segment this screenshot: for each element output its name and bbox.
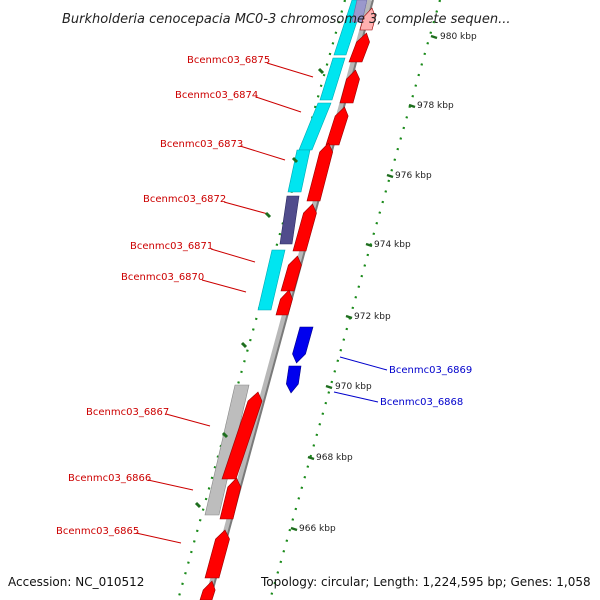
cyan-feature (287, 149, 311, 193)
label-leader-line (147, 479, 194, 491)
scale-tick (325, 384, 333, 390)
gene-label[interactable]: Bcenmc03_6868 (380, 397, 463, 408)
reverse-gene-arrow (286, 365, 302, 394)
label-leaders (135, 62, 388, 544)
gene-label[interactable]: Bcenmc03_6875 (187, 55, 270, 66)
summary-text: Topology: circular; Length: 1,224,595 bp… (260, 575, 591, 589)
gray-feature (204, 384, 250, 516)
accession-text: Accession: NC_010512 (8, 575, 144, 589)
label-leader-line (255, 96, 302, 113)
reverse-gene-arrow (292, 326, 314, 364)
scale-tick (290, 526, 298, 532)
label-leader-line (201, 279, 247, 293)
scale-tick (345, 314, 353, 320)
feature-track (204, 0, 368, 516)
gene-label[interactable]: Bcenmc03_6870 (121, 272, 204, 283)
forward-gene-arrow (325, 106, 349, 146)
scale-label: 974 kbp (374, 240, 411, 250)
label-leader-line (266, 62, 314, 78)
map-title: Burkholderia cenocepacia MC0-3 chromosom… (62, 12, 510, 27)
scale-tick (430, 34, 438, 40)
label-leader-line (210, 248, 256, 263)
label-leader-line (239, 145, 286, 161)
gene-label[interactable]: Bcenmc03_6866 (68, 473, 151, 484)
forward-gene-arrow (292, 203, 317, 252)
forward-gene-arrow (199, 580, 216, 600)
gene-label[interactable]: Bcenmc03_6871 (130, 241, 213, 252)
gene-label[interactable]: Bcenmc03_6869 (389, 365, 472, 376)
label-leader-line (339, 356, 388, 371)
forward-gene-arrow (359, 7, 376, 31)
inner-tick (291, 156, 299, 164)
scale-label: 980 kbp (440, 32, 477, 42)
forward-gene-arrow (219, 477, 242, 520)
gene-label[interactable]: Bcenmc03_6872 (143, 194, 226, 205)
label-leader-line (333, 391, 379, 403)
forward-gene-arrow (221, 391, 263, 480)
scale-label: 972 kbp (354, 312, 391, 322)
inner-tick (264, 211, 272, 219)
scale-label: 970 kbp (335, 382, 372, 392)
gene-label[interactable]: Bcenmc03_6867 (86, 407, 169, 418)
gene-label[interactable]: Bcenmc03_6874 (175, 90, 258, 101)
cyan-feature (257, 249, 286, 311)
scale-tick (386, 173, 394, 179)
inner-tick (317, 67, 325, 75)
scale-label: 966 kbp (299, 524, 336, 534)
cyan-feature (319, 57, 346, 101)
forward-gene-arrow (275, 289, 293, 316)
scale-tick (408, 103, 416, 109)
scale-tick (307, 455, 315, 461)
forward-gene-arrow (280, 255, 302, 292)
label-leader-line (165, 413, 211, 427)
forward-gene-arrow (306, 142, 333, 202)
inner-tick (194, 501, 202, 509)
forward-gene-arrow (339, 69, 360, 104)
purple-feature (279, 195, 300, 245)
gene-label[interactable]: Bcenmc03_6865 (56, 526, 139, 537)
label-leader-line (135, 532, 182, 544)
forward-gene-arrow (348, 32, 370, 63)
scale-tick (365, 242, 373, 248)
label-leader-line (223, 201, 269, 215)
scale-ticks (194, 34, 438, 532)
scale-label: 968 kbp (316, 453, 353, 463)
gene-label[interactable]: Bcenmc03_6873 (160, 139, 243, 150)
inner-tick (221, 431, 229, 439)
scale-label: 978 kbp (417, 101, 454, 111)
forward-gene-arrow (204, 529, 230, 579)
gene-track (199, 7, 376, 600)
scale-label: 976 kbp (395, 171, 432, 181)
inner-tick (240, 341, 248, 349)
cyan-feature (298, 102, 332, 151)
